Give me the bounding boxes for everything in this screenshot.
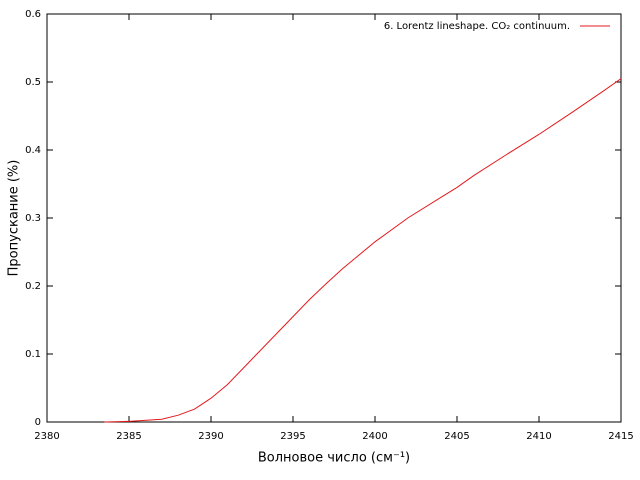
legend-label: 6. Lorentz lineshape. CO₂ continuum. — [384, 21, 570, 32]
x-tick-label: 2400 — [362, 431, 387, 442]
x-tick-label: 2380 — [34, 431, 59, 442]
y-tick-label: 0.2 — [25, 281, 41, 292]
data-line — [104, 78, 622, 423]
x-tick-label: 2390 — [198, 431, 223, 442]
x-axis-label: Волновое число (см⁻¹) — [258, 451, 410, 466]
y-tick-label: 0.6 — [25, 9, 41, 20]
x-tick-label: 2385 — [116, 431, 141, 442]
y-tick-label: 0 — [35, 417, 41, 428]
x-tick-label: 2410 — [526, 431, 551, 442]
y-tick-label: 0.4 — [25, 145, 41, 156]
y-axis-label: Пропускание (%) — [7, 160, 22, 277]
plot-frame — [46, 13, 622, 423]
x-tick-label: 2405 — [444, 431, 469, 442]
x-tick-label: 2415 — [608, 431, 633, 442]
y-tick-label: 0.1 — [25, 349, 41, 360]
x-tick-label: 2395 — [280, 431, 305, 442]
y-tick-label: 0.5 — [25, 77, 41, 88]
y-tick-label: 0.3 — [25, 213, 41, 224]
